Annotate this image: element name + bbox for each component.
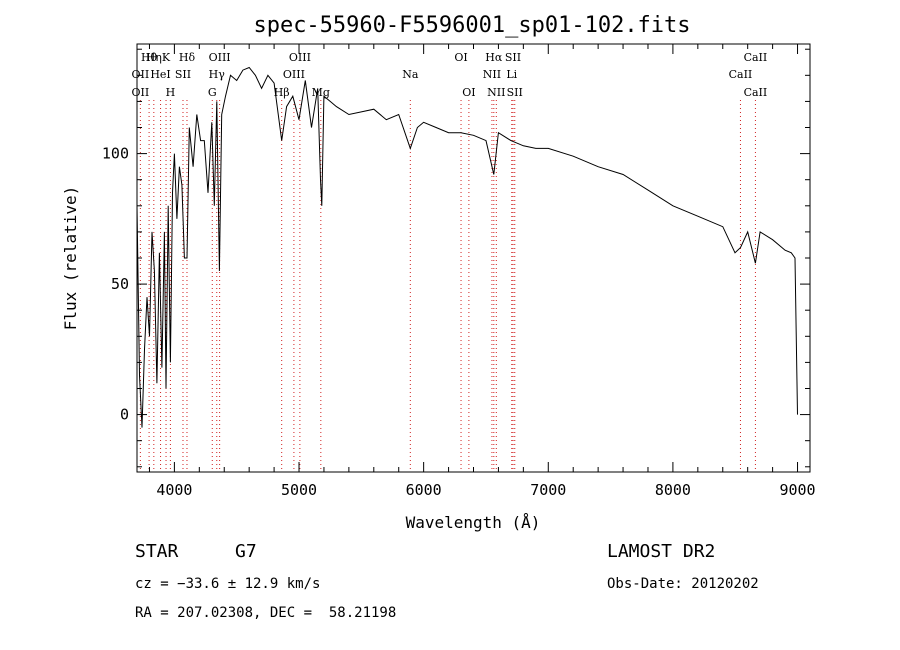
x-tick-label: 4000 — [156, 481, 192, 499]
line-label: HeI — [150, 68, 170, 81]
spectral-line-labels: Hθ OII OII Hη HeI K SII H Hδ OIII Hγ G OIII OIII Hβ Mg N… — [132, 51, 768, 99]
line-label: Hγ — [209, 68, 226, 81]
line-label: Na — [402, 68, 419, 81]
observation-date: Obs-Date: 20120202 — [607, 576, 759, 592]
line-label: Hη — [146, 51, 162, 64]
line-label: OIII — [209, 51, 231, 64]
survey-name: LAMOST DR2 — [607, 541, 716, 562]
y-tick-label: 50 — [111, 275, 129, 293]
line-label: NII — [483, 68, 501, 81]
line-label: Hθ — [141, 51, 158, 64]
line-label: G — [208, 86, 217, 99]
line-label: CaII — [744, 51, 768, 64]
x-tick-label: 9000 — [779, 481, 815, 499]
chart-title: spec-55960-F5596001_sp01-102.fits — [253, 13, 690, 38]
y-tick-label: 100 — [102, 145, 129, 163]
x-tick-label: 7000 — [530, 481, 566, 499]
line-label: Li — [506, 68, 517, 81]
x-tick-label: 5000 — [281, 481, 317, 499]
line-label: CaII — [744, 86, 768, 99]
line-label: NII — [487, 86, 505, 99]
x-tick-label: 8000 — [655, 481, 691, 499]
line-label: Hδ — [179, 51, 196, 64]
line-label: OI — [462, 86, 475, 99]
line-label: K — [162, 51, 171, 64]
y-axis-label: Flux (relative) — [61, 186, 80, 331]
axis-ticks: 4000 5000 6000 7000 8000 9000 0 50 100 — [102, 44, 816, 499]
line-label: SII — [175, 68, 191, 81]
line-label: Hα — [485, 51, 503, 64]
line-label: CaII — [729, 68, 753, 81]
spectrum-line — [136, 66, 798, 428]
line-label: SII — [507, 86, 523, 99]
spectral-line-markers — [139, 100, 756, 472]
x-axis-label: Wavelength (Å) — [406, 513, 541, 532]
line-label: Hβ — [274, 86, 290, 99]
x-tick-label: 6000 — [406, 481, 442, 499]
line-label: OIII — [289, 51, 311, 64]
line-label: SII — [505, 51, 521, 64]
line-label: Mg — [312, 86, 330, 99]
plot-frame — [136, 43, 811, 473]
line-label: OII — [132, 68, 150, 81]
subclass: G7 — [235, 541, 257, 562]
y-tick-label: 0 — [120, 406, 129, 424]
coordinates: RA = 207.02308, DEC = 58.21198 — [135, 605, 397, 621]
line-label: H — [166, 86, 176, 99]
line-label: OI — [454, 51, 467, 64]
line-label: OIII — [283, 68, 305, 81]
line-label: OII — [132, 86, 150, 99]
object-class: STAR — [135, 541, 179, 562]
redshift-velocity: cz = −33.6 ± 12.9 km/s — [135, 576, 321, 592]
